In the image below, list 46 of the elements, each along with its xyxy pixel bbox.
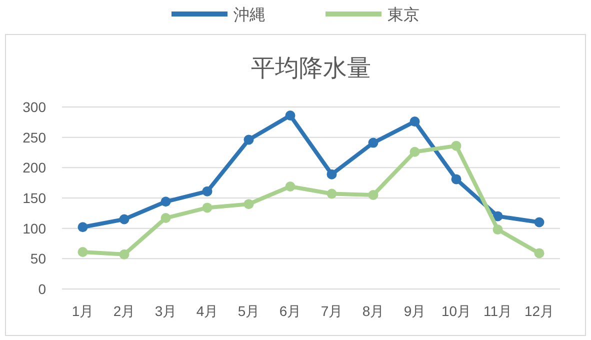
point [492, 224, 503, 235]
x-tick-label: 11月 [483, 303, 512, 319]
y-tick-label: 250 [22, 129, 46, 146]
y-tick-label: 50 [30, 250, 46, 267]
x-tick-label: 1月 [72, 303, 94, 319]
point [244, 134, 254, 145]
legend-label: 東京 [388, 6, 420, 24]
legend-label: 沖縄 [234, 6, 266, 24]
x-tick-label: 6月 [279, 303, 302, 319]
x-tick-label: 9月 [404, 303, 426, 319]
y-tick-label: 200 [22, 160, 46, 176]
point [160, 213, 171, 224]
point [78, 222, 88, 232]
point [410, 116, 420, 127]
point [160, 196, 171, 207]
point [285, 181, 296, 192]
y-tick-label: 0 [38, 281, 46, 297]
x-tick-label: 12月 [524, 303, 554, 319]
point [285, 110, 296, 120]
point [202, 202, 212, 213]
point [326, 188, 337, 199]
x-tick-label: 10月 [441, 303, 472, 319]
point [202, 186, 212, 196]
point [326, 169, 337, 180]
point [78, 246, 88, 257]
y-tick-label: 300 [22, 99, 46, 115]
point [534, 217, 544, 228]
point [451, 174, 462, 184]
point [119, 249, 130, 260]
point [410, 146, 420, 157]
x-tick-label: 7月 [320, 303, 343, 319]
y-tick-label: 100 [22, 220, 46, 236]
point [451, 140, 462, 151]
point [534, 248, 544, 258]
point [368, 190, 378, 200]
x-tick-label: 2月 [113, 303, 136, 319]
point [244, 199, 254, 210]
x-tick-label: 8月 [362, 303, 384, 319]
point [368, 138, 378, 148]
chart-title: 平均降水量 [251, 55, 371, 82]
point [119, 214, 130, 224]
point [492, 211, 503, 222]
x-tick-label: 5月 [238, 303, 260, 319]
x-tick-label: 3月 [154, 303, 177, 319]
y-tick-label: 150 [22, 190, 46, 206]
x-tick-label: 4月 [196, 303, 218, 319]
